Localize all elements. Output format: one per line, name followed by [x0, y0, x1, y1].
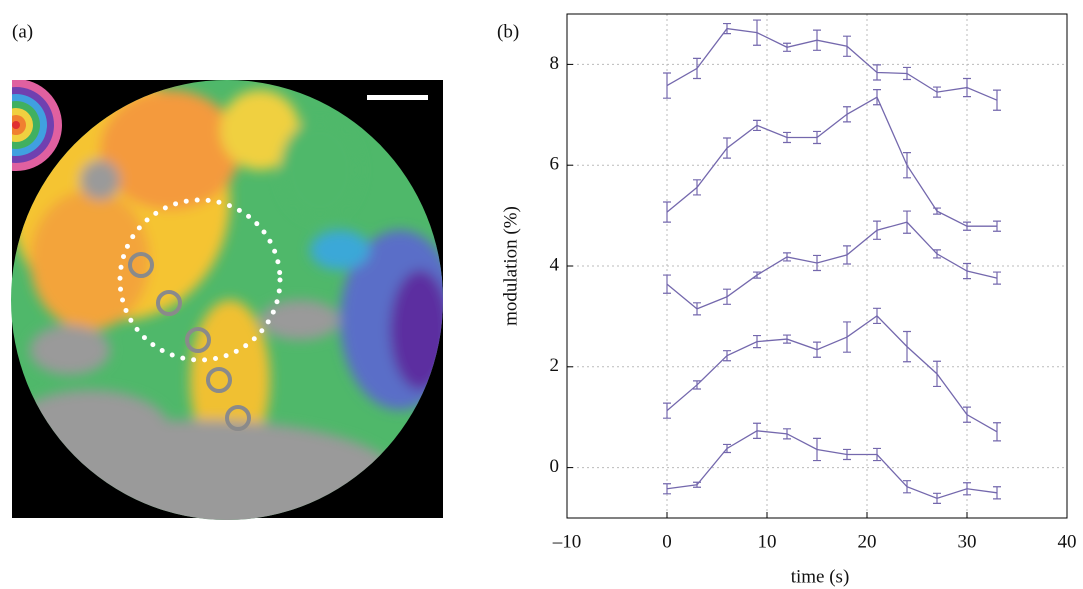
error-bar [903, 480, 911, 494]
error-bar [813, 437, 821, 462]
error-bar [783, 42, 791, 52]
error-bar [753, 19, 761, 46]
error-bar [723, 350, 731, 362]
error-bar [663, 72, 671, 99]
series-line [666, 221, 998, 310]
error-bar [993, 271, 1001, 285]
x-axis-label: time (s) [791, 566, 850, 587]
error-bar [663, 483, 671, 495]
error-bar [663, 402, 671, 419]
error-bar [873, 64, 881, 81]
error-bar [933, 249, 941, 259]
y-tick-label: 8 [550, 53, 560, 74]
error-bar [753, 334, 761, 349]
error-bar [813, 29, 821, 51]
error-bar [933, 207, 941, 215]
error-bar [693, 481, 701, 488]
x-tick-label: –10 [552, 531, 582, 552]
error-bar [993, 89, 1001, 111]
x-tick-label: 40 [1058, 531, 1077, 552]
error-bar [723, 288, 731, 305]
panel-label: (a) [12, 21, 33, 42]
error-bar [963, 406, 971, 423]
series-line [666, 430, 998, 500]
error-bar [903, 152, 911, 179]
error-bar [813, 254, 821, 272]
error-bar [963, 482, 971, 496]
y-axis-label: modulation (%) [500, 206, 521, 326]
panel-label: (b) [497, 21, 519, 42]
error-bar [903, 210, 911, 234]
error-bar [933, 86, 941, 98]
series-line [666, 27, 998, 101]
error-bar [663, 201, 671, 223]
error-bar [843, 321, 851, 353]
error-bar [873, 447, 881, 462]
error-bar [933, 492, 941, 504]
error-bar [783, 252, 791, 262]
error-bar [783, 334, 791, 344]
error-bar [693, 380, 701, 390]
error-bar [963, 77, 971, 98]
error-bar [903, 66, 911, 81]
series-line [666, 96, 997, 227]
error-bar [873, 89, 881, 106]
error-bar [843, 245, 851, 265]
error-bar [963, 262, 971, 280]
error-bar [783, 131, 791, 144]
error-bar [783, 428, 791, 440]
plot-frame [566, 13, 1068, 519]
color-key [12, 80, 62, 171]
error-bar [843, 35, 851, 57]
error-bar [693, 179, 701, 196]
roi-outline [117, 197, 283, 363]
y-tick-label: 0 [550, 456, 560, 477]
scale-bar [367, 95, 428, 100]
y-tick-label: 4 [550, 254, 560, 275]
error-bar [693, 57, 701, 80]
x-tick-label: 0 [662, 531, 672, 552]
error-bar [933, 360, 941, 388]
x-tick-label: 20 [858, 531, 877, 552]
x-tick-label: 10 [758, 531, 777, 552]
error-bar [723, 22, 731, 35]
error-bar [903, 330, 911, 363]
error-bar [843, 448, 851, 461]
error-bar [813, 130, 821, 145]
error-bar [663, 274, 671, 294]
error-bar [723, 137, 731, 159]
error-bar [963, 221, 971, 231]
x-tick-label: 30 [958, 531, 977, 552]
series-line [666, 315, 998, 433]
phase-map [11, 80, 443, 520]
error-bar [693, 302, 701, 316]
error-bar [753, 119, 761, 132]
y-tick-label: 2 [550, 355, 560, 376]
error-bar [753, 271, 761, 279]
error-bar [993, 422, 1001, 442]
error-bar [873, 307, 881, 325]
error-bar [843, 106, 851, 123]
roi-circles [128, 252, 251, 431]
error-bar [993, 486, 1001, 500]
y-tick-label: 6 [550, 154, 560, 175]
error-bar [753, 422, 761, 439]
error-bar [723, 443, 731, 454]
error-bar [813, 341, 821, 358]
error-bar [993, 220, 1001, 232]
error-bar [873, 220, 881, 240]
